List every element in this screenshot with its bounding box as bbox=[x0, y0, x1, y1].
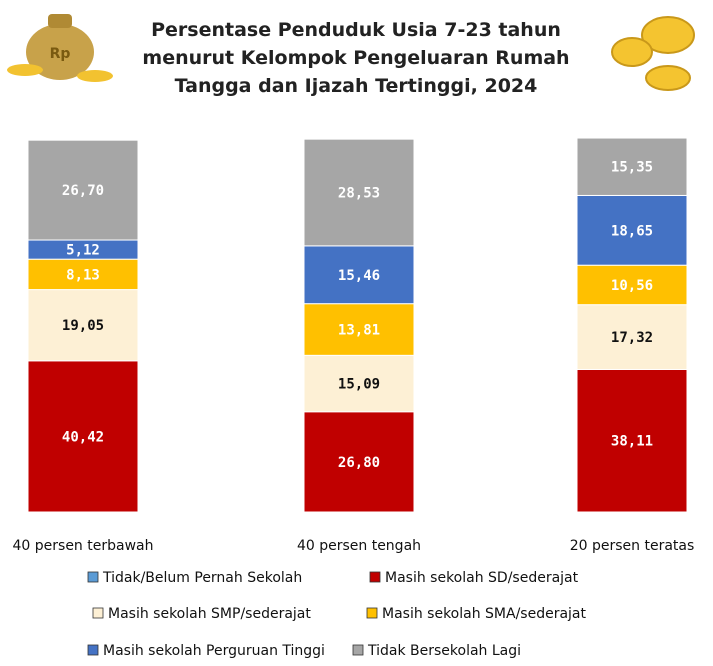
value-label: 15,35 bbox=[611, 160, 653, 176]
x-tick-label: 20 persen teratas bbox=[570, 538, 695, 554]
legend-label: Masih sekolah SD/sederajat bbox=[385, 570, 579, 586]
legend-swatch bbox=[353, 645, 363, 655]
coins-icon bbox=[612, 17, 694, 90]
value-label: 28,53 bbox=[338, 186, 380, 202]
value-label: 17,32 bbox=[611, 330, 653, 346]
value-label: 15,09 bbox=[338, 377, 380, 393]
chart-title: Persentase Penduduk Usia 7-23 tahun bbox=[151, 19, 561, 41]
value-label: 26,70 bbox=[62, 183, 104, 199]
legend-swatch bbox=[88, 572, 98, 582]
legend-label: Masih sekolah SMP/sederajat bbox=[108, 606, 311, 622]
value-label: 15,46 bbox=[338, 268, 380, 284]
value-label: 8,13 bbox=[66, 267, 100, 283]
value-label: 13,81 bbox=[338, 323, 380, 339]
legend-swatch bbox=[93, 608, 103, 618]
x-tick-label: 40 persen tengah bbox=[297, 538, 421, 554]
value-label: 10,56 bbox=[611, 278, 653, 294]
value-label: 40,42 bbox=[62, 429, 104, 445]
legend-label: Masih sekolah SMA/sederajat bbox=[382, 606, 587, 622]
chart-title: menurut Kelompok Pengeluaran Rumah bbox=[142, 47, 569, 69]
chart-title: Tangga dan Ijazah Tertinggi, 2024 bbox=[175, 75, 538, 97]
money-bag-icon: Rp bbox=[7, 14, 113, 82]
legend-swatch bbox=[370, 572, 380, 582]
value-label: 38,11 bbox=[611, 434, 653, 450]
legend-swatch bbox=[367, 608, 377, 618]
legend-swatch bbox=[88, 645, 98, 655]
legend-label: Tidak Bersekolah Lagi bbox=[367, 643, 521, 659]
value-label: 5,12 bbox=[66, 243, 100, 259]
value-label: 18,65 bbox=[611, 223, 653, 239]
value-label: 26,80 bbox=[338, 455, 380, 471]
chart: Rp Persentase Penduduk Usia 7-23 tahun me… bbox=[0, 0, 713, 666]
value-label: 19,05 bbox=[62, 318, 104, 334]
svg-text:Rp: Rp bbox=[50, 46, 71, 62]
legend-label: Masih sekolah Perguruan Tinggi bbox=[103, 643, 325, 659]
x-tick-label: 40 persen terbawah bbox=[13, 538, 154, 554]
legend-label: Tidak/Belum Pernah Sekolah bbox=[102, 570, 302, 586]
